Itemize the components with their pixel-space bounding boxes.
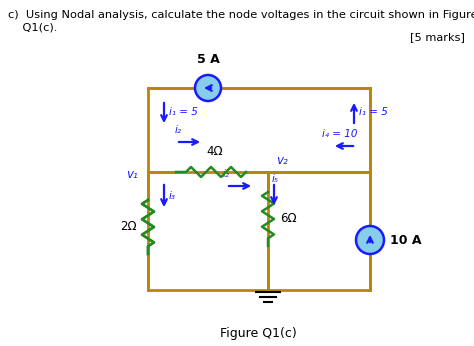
Text: i₁ = 5: i₁ = 5 bbox=[359, 107, 388, 117]
Text: v₂: v₂ bbox=[276, 154, 288, 166]
Circle shape bbox=[195, 75, 221, 101]
Text: 2Ω: 2Ω bbox=[120, 220, 137, 234]
Text: i₁ = 5: i₁ = 5 bbox=[169, 107, 198, 117]
Text: 6Ω: 6Ω bbox=[280, 212, 296, 226]
Text: i₂: i₂ bbox=[175, 125, 182, 135]
Text: c)  Using Nodal analysis, calculate the node voltages in the circuit shown in Fi: c) Using Nodal analysis, calculate the n… bbox=[8, 10, 474, 20]
Text: i₃: i₃ bbox=[169, 191, 176, 201]
Text: 10 A: 10 A bbox=[390, 234, 421, 246]
Text: Q1(c).: Q1(c). bbox=[8, 22, 57, 32]
Text: i₄ = 10: i₄ = 10 bbox=[322, 129, 358, 139]
Text: i₅: i₅ bbox=[272, 174, 279, 184]
Text: v₁: v₁ bbox=[126, 167, 138, 181]
Text: i₂: i₂ bbox=[223, 169, 230, 179]
Text: 5 A: 5 A bbox=[197, 53, 219, 66]
Circle shape bbox=[356, 226, 384, 254]
Text: 4Ω: 4Ω bbox=[207, 145, 223, 158]
Text: Figure Q1(c): Figure Q1(c) bbox=[219, 327, 296, 340]
Text: [5 marks]: [5 marks] bbox=[410, 32, 465, 42]
